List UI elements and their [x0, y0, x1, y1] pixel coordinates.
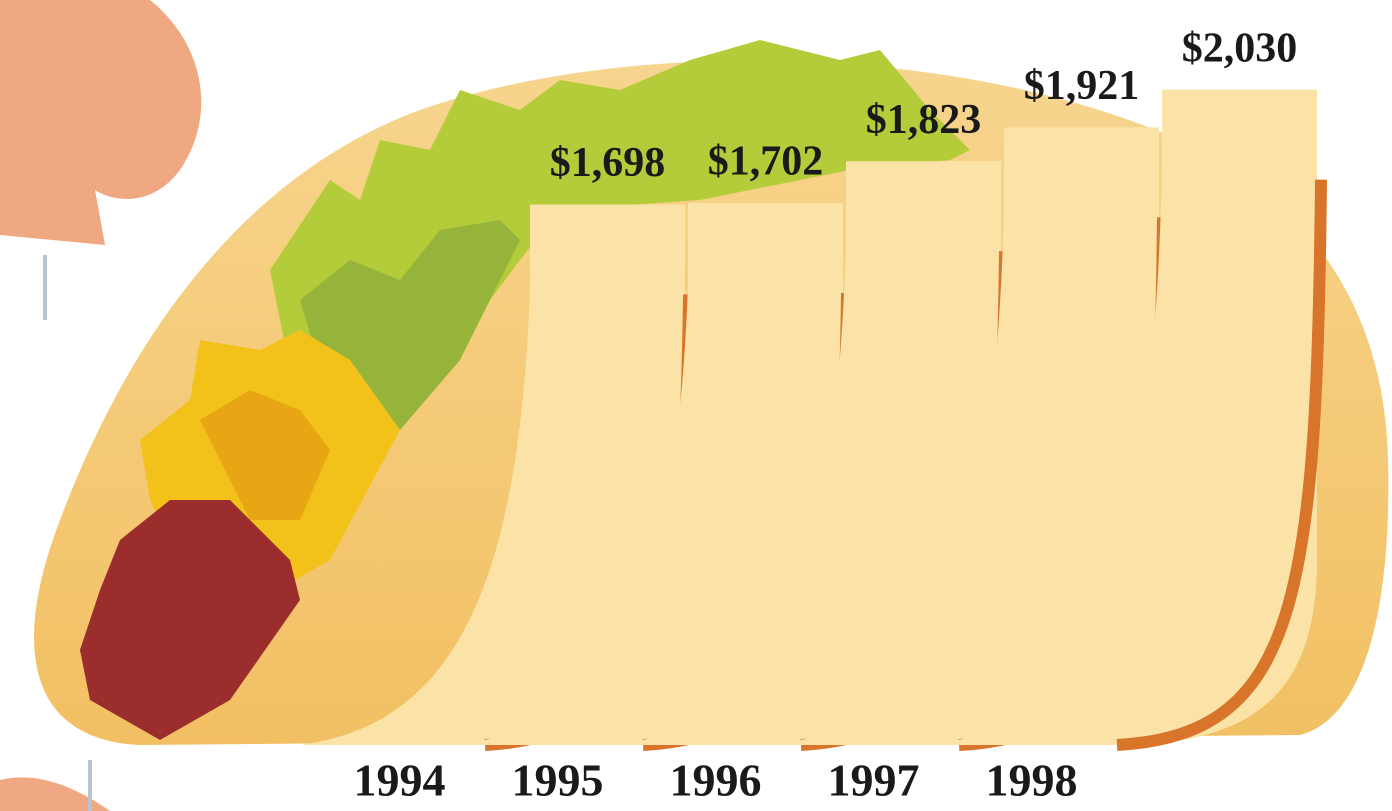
value-label: $2,030 — [1182, 25, 1298, 71]
x-tick-label: 1995 — [512, 755, 604, 806]
chart: $1,698 1994 $1,702 1995 $1,823 1996 $1,921 1997… — [0, 0, 1392, 811]
x-tick-label: 1998 — [986, 755, 1078, 806]
value-label: $1,823 — [866, 97, 982, 143]
value-label: $1,698 — [550, 140, 666, 186]
x-tick-label: 1996 — [670, 755, 762, 806]
x-tick-label: 1994 — [354, 755, 446, 806]
value-label: $1,921 — [1024, 63, 1140, 109]
x-tick-label: 1997 — [828, 755, 920, 806]
value-label: $1,702 — [708, 139, 824, 185]
